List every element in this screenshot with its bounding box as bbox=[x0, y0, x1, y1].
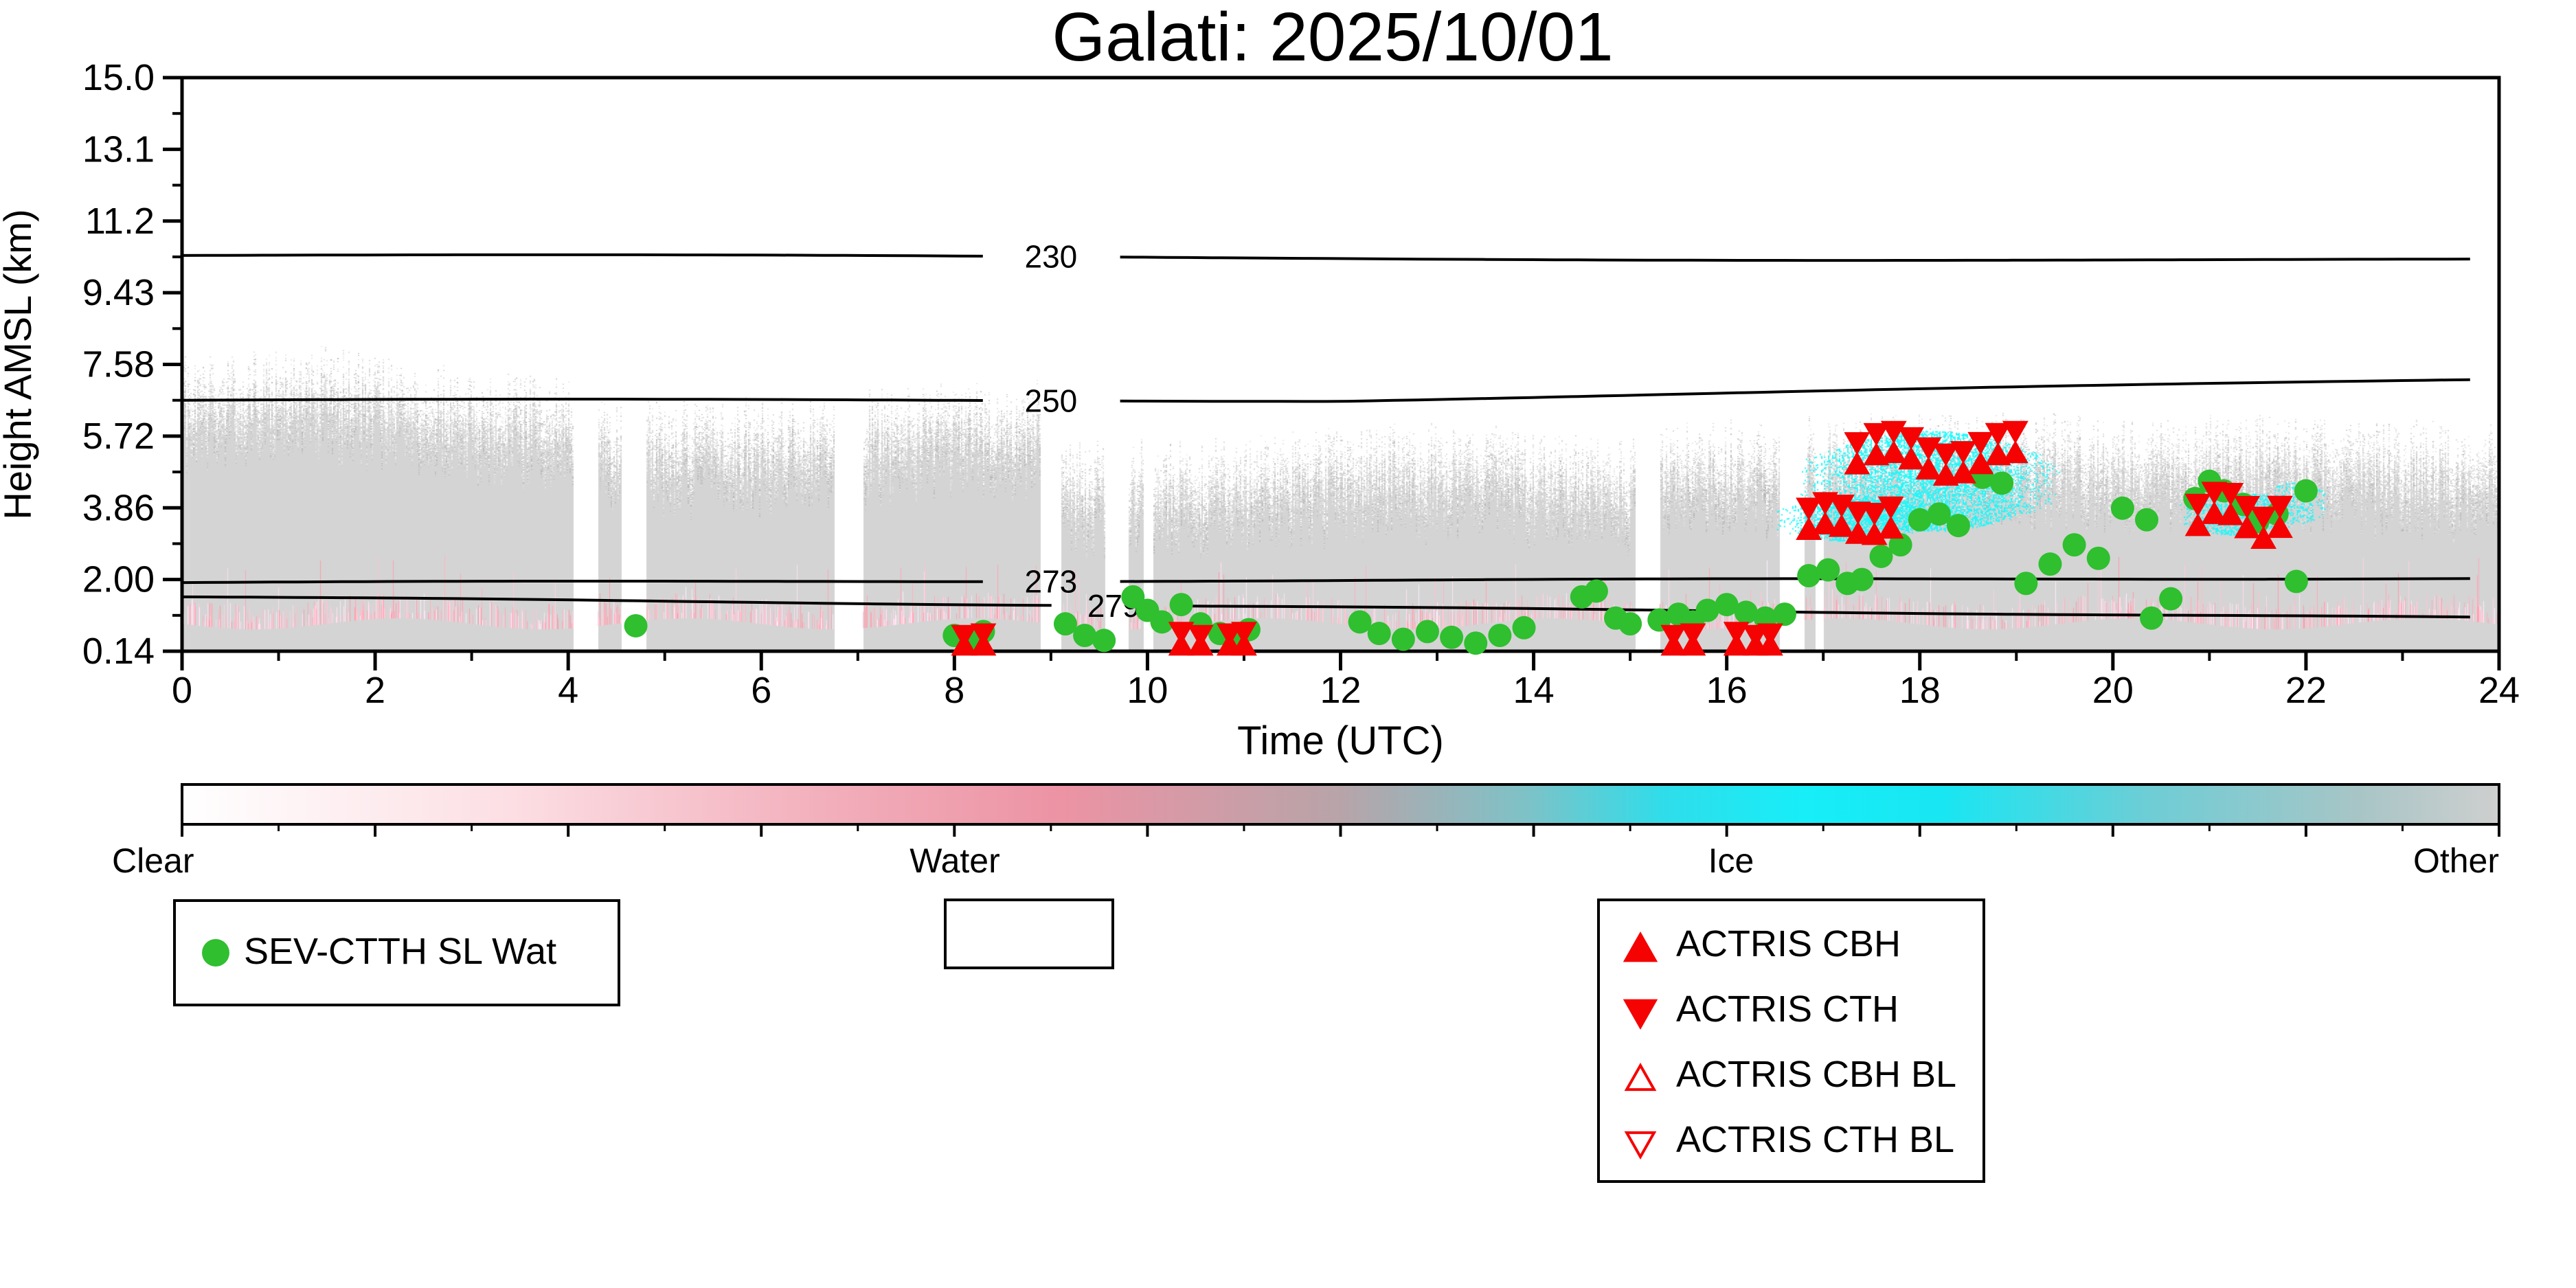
svg-text:11.2: 11.2 bbox=[85, 201, 155, 242]
svg-text:16: 16 bbox=[1706, 670, 1748, 711]
svg-text:12: 12 bbox=[1320, 670, 1361, 711]
svg-text:Other: Other bbox=[2413, 841, 2499, 880]
svg-text:ACTRIS CTH: ACTRIS CTH bbox=[1676, 988, 1899, 1030]
svg-text:250: 250 bbox=[1025, 383, 1078, 418]
svg-text:15.0: 15.0 bbox=[82, 57, 155, 98]
svg-text:24: 24 bbox=[2478, 670, 2520, 711]
svg-text:ACTRIS CTH BL: ACTRIS CTH BL bbox=[1676, 1119, 1954, 1160]
svg-text:SEV-CTTH SL Wat: SEV-CTTH SL Wat bbox=[244, 931, 556, 972]
svg-text:0: 0 bbox=[172, 670, 192, 711]
svg-text:ACTRIS CBH BL: ACTRIS CBH BL bbox=[1676, 1054, 1956, 1095]
svg-text:230: 230 bbox=[1025, 239, 1078, 275]
svg-text:2: 2 bbox=[365, 670, 385, 711]
svg-text:6: 6 bbox=[751, 670, 771, 711]
svg-text:Clear: Clear bbox=[112, 841, 194, 880]
svg-text:3.86: 3.86 bbox=[82, 487, 155, 528]
svg-text:Time (UTC): Time (UTC) bbox=[1237, 719, 1444, 763]
svg-text:22: 22 bbox=[2285, 670, 2327, 711]
svg-text:18: 18 bbox=[1899, 670, 1941, 711]
svg-text:2.00: 2.00 bbox=[82, 559, 155, 600]
svg-text:14: 14 bbox=[1513, 670, 1555, 711]
svg-text:13.1: 13.1 bbox=[82, 128, 155, 170]
svg-text:0.14: 0.14 bbox=[82, 631, 155, 672]
svg-text:7.58: 7.58 bbox=[82, 344, 155, 385]
svg-text:5.72: 5.72 bbox=[82, 416, 155, 457]
svg-text:Water: Water bbox=[909, 841, 1000, 880]
svg-text:273: 273 bbox=[1025, 564, 1078, 600]
svg-text:Height AMSL (km): Height AMSL (km) bbox=[0, 209, 39, 519]
svg-text:9.43: 9.43 bbox=[82, 272, 155, 313]
svg-text:Ice: Ice bbox=[1708, 841, 1754, 880]
svg-text:8: 8 bbox=[944, 670, 964, 711]
svg-text:20: 20 bbox=[2092, 670, 2134, 711]
svg-text:4: 4 bbox=[558, 670, 578, 711]
svg-text:ACTRIS CBH: ACTRIS CBH bbox=[1676, 923, 1901, 964]
svg-text:10: 10 bbox=[1127, 670, 1168, 711]
svg-text:Galati: 2025/10/01: Galati: 2025/10/01 bbox=[1052, 0, 1613, 76]
